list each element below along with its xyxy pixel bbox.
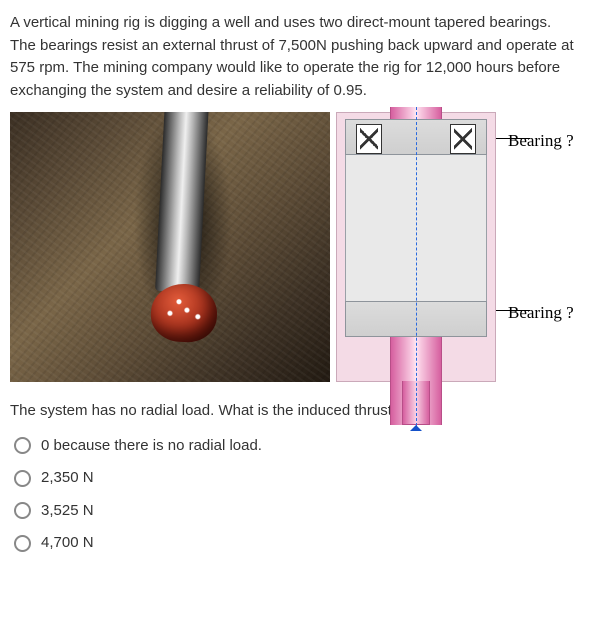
option-1[interactable]: 2,350 N: [14, 467, 580, 490]
option-3[interactable]: 4,700 N: [14, 532, 580, 555]
bearing-top-left: [356, 124, 382, 154]
option-2[interactable]: 3,525 N: [14, 500, 580, 523]
radio-icon: [14, 470, 31, 487]
bearing-diagram-block: Bearing ? Bearing ?: [336, 112, 496, 382]
bearing-label-bottom: Bearing ?: [508, 300, 574, 326]
bearing-bottom-left: [356, 302, 382, 332]
radio-icon: [14, 502, 31, 519]
question-stem: A vertical mining rig is digging a well …: [10, 12, 580, 102]
bearing-bottom-right: [450, 302, 476, 332]
radio-icon: [14, 535, 31, 552]
thrust-arrow-icon: [410, 419, 422, 431]
bearing-top-right: [450, 124, 476, 154]
options-group: 0 because there is no radial load. 2,350…: [10, 435, 580, 555]
drill-bit: [149, 282, 218, 343]
drill-photo: [10, 112, 330, 382]
option-0[interactable]: 0 because there is no radial load.: [14, 435, 580, 458]
radio-icon: [14, 437, 31, 454]
figure-row: Bearing ? Bearing ?: [10, 112, 580, 382]
option-label: 3,525 N: [41, 500, 94, 523]
option-label: 2,350 N: [41, 467, 94, 490]
centerline: [416, 107, 417, 431]
option-label: 0 because there is no radial load.: [41, 435, 262, 458]
stem-text: A vertical mining rig is digging a well …: [10, 12, 580, 102]
option-label: 4,700 N: [41, 532, 94, 555]
drill-pipe: [155, 112, 209, 293]
bearing-label-top: Bearing ?: [508, 128, 574, 154]
sub-question: The system has no radial load. What is t…: [10, 400, 580, 423]
bearing-diagram: [336, 112, 496, 382]
